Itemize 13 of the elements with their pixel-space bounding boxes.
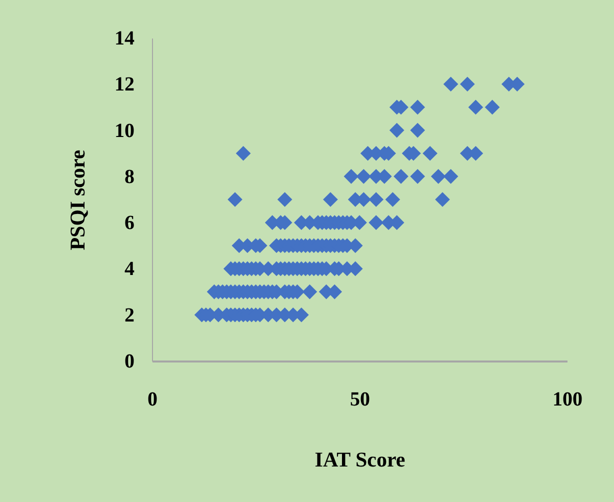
- x-tick-label: 100: [552, 388, 582, 410]
- x-axis-title: IAT Score: [314, 448, 406, 472]
- y-tick-label: 6: [124, 212, 134, 234]
- y-tick-label: 12: [114, 74, 134, 96]
- y-tick-label: 14: [114, 28, 134, 50]
- y-tick-label: 2: [124, 304, 134, 326]
- y-axis-title: PSQI score: [66, 150, 90, 250]
- y-tick-label: 0: [124, 350, 134, 372]
- x-tick-label: 50: [350, 388, 370, 410]
- y-tick-label: 10: [114, 120, 134, 142]
- x-tick-label: 0: [148, 388, 158, 410]
- y-tick-label: 4: [124, 258, 134, 280]
- y-tick-label: 8: [124, 166, 134, 188]
